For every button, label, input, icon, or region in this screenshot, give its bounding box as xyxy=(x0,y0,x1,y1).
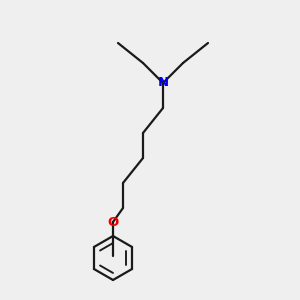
Text: N: N xyxy=(158,76,169,89)
Text: O: O xyxy=(107,215,118,229)
